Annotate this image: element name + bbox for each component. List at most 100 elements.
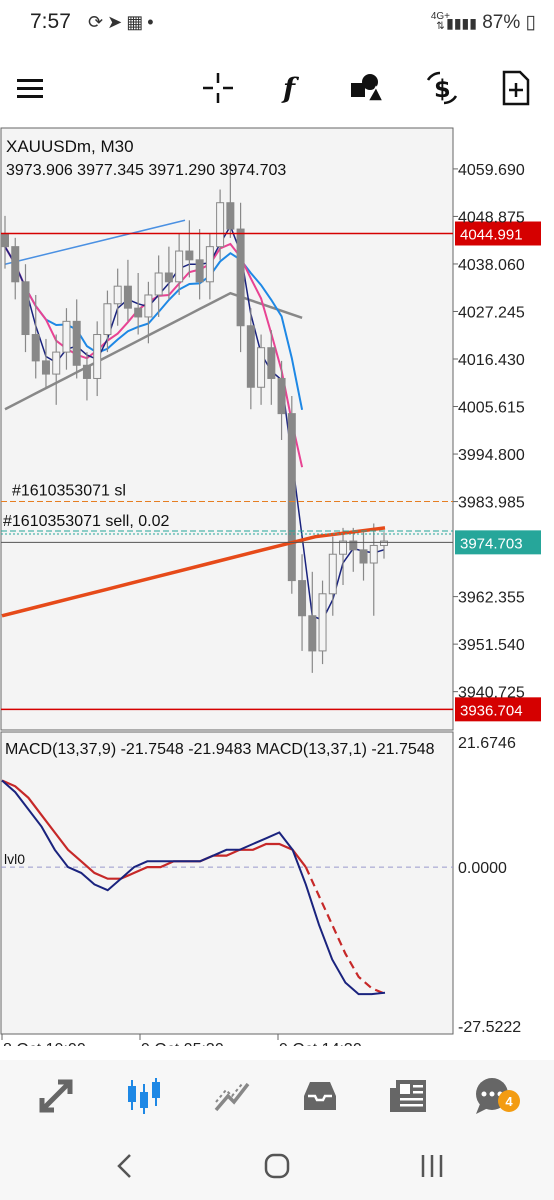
dot-icon: •: [147, 12, 158, 32]
bear-candle: [1, 232, 9, 248]
sl-label: #1610353071 sl: [12, 483, 126, 500]
nav-news[interactable]: [378, 1070, 438, 1122]
menu-button[interactable]: [2, 56, 58, 120]
new-order-icon: [502, 70, 530, 106]
bull-candle: [257, 347, 266, 388]
bull-candle: [318, 593, 327, 652]
bear-candle: [72, 320, 81, 366]
price-tag: [455, 697, 541, 722]
status-time: 7:57: [30, 10, 71, 33]
ma-medium-line: [4, 246, 304, 410]
menu-icon: [17, 79, 43, 98]
bear-candle: [31, 334, 40, 362]
chart-toolbar: f $: [0, 56, 554, 120]
calendar-icon: ▦: [126, 12, 148, 32]
y-tick-label: 4038.060: [458, 257, 525, 274]
y-tick-label: 3962.355: [458, 590, 525, 607]
bull-candle: [52, 351, 61, 375]
bull-candle: [113, 285, 122, 305]
recents-button[interactable]: [402, 1146, 462, 1186]
network-indicator: 4G+ ⇅: [430, 11, 450, 32]
telegram-icon: ➤: [107, 12, 127, 32]
recents-icon: [421, 1155, 443, 1177]
bear-candle: [134, 307, 143, 318]
bear-candle: [277, 377, 286, 415]
status-notification-icons: ⟳➤▦•: [88, 12, 158, 33]
new-order-button[interactable]: [488, 56, 544, 120]
y-tick-label: 3951.540: [458, 637, 525, 654]
crosshair-button[interactable]: [190, 56, 246, 120]
trade-button[interactable]: $: [414, 56, 470, 120]
bear-candle: [298, 580, 307, 617]
price-tag-label: 3974.703: [460, 535, 523, 552]
status-bar: 7:57 ⟳➤▦• 4G+ ⇅ ▮▮▮▮ 87% ▯: [0, 0, 554, 44]
bull-candle: [175, 250, 184, 283]
bull-candle: [144, 294, 153, 318]
chart-canvas[interactable]: 4044.991 3974.703 3936.704 #1610353071 sl #1…: [0, 126, 554, 1046]
trade-icon: $: [426, 71, 458, 105]
bear-candle: [164, 272, 173, 283]
bear-candle: [236, 228, 245, 327]
nav-trade[interactable]: [202, 1070, 262, 1122]
bear-candle: [226, 202, 235, 230]
bull-candle: [205, 246, 214, 283]
bear-candle: [246, 325, 255, 388]
x-tick-label: 9 Oct 05:30: [141, 1041, 224, 1046]
price-tag: [455, 221, 541, 246]
function-icon: f: [281, 72, 300, 105]
y-tick-label: 3983.985: [458, 495, 525, 512]
objects-button[interactable]: [338, 56, 394, 120]
y-tick-label: 4016.430: [458, 352, 525, 369]
bear-candle: [11, 246, 20, 283]
y-tick-label: 3940.725: [458, 685, 525, 702]
ma-fast-pink-line: [4, 242, 304, 468]
price-tag-label: 3936.704: [460, 702, 523, 719]
macd-label: MACD(13,37,9) -21.7548 -21.9483 MACD(13,…: [5, 741, 435, 758]
nav-chart[interactable]: [114, 1070, 174, 1122]
nav-messages[interactable]: 4: [462, 1070, 522, 1122]
y-tick-label: 3994.800: [458, 447, 525, 464]
macd-signal-line: [1, 779, 307, 880]
bull-candle: [154, 272, 163, 296]
system-navigation: [0, 1132, 554, 1200]
nav-history[interactable]: [290, 1070, 350, 1122]
home-button[interactable]: [247, 1146, 307, 1186]
news-icon: [390, 1080, 426, 1112]
status-battery: ▮▮▮▮ 87% ▯: [446, 12, 536, 33]
y-tick-label: 4048.875: [458, 209, 525, 226]
y-tick-label: 4059.690: [458, 162, 525, 179]
x-tick-label: 9 Oct 14:30: [279, 1041, 362, 1046]
ma-slow-line: [4, 291, 303, 411]
back-button[interactable]: [94, 1146, 154, 1186]
bear-candle: [349, 540, 358, 551]
bull-candle: [369, 544, 378, 564]
bear-candle: [185, 250, 194, 261]
bear-candle: [195, 259, 204, 283]
bear-candle: [359, 549, 368, 564]
ma-long-line: [1, 526, 386, 618]
bull-candle: [380, 540, 388, 546]
macd-y-tick-label: -27.5222: [458, 1019, 521, 1036]
home-icon: [264, 1153, 290, 1179]
sync-icon: ⟳: [88, 12, 108, 32]
macd-y-tick-label: 0.0000: [458, 860, 507, 877]
price-tag-label: 4044.991: [460, 226, 523, 243]
bull-candle: [216, 202, 225, 248]
indicators-button[interactable]: f: [264, 56, 320, 120]
trend-line: [4, 219, 186, 265]
y-tick-label: 4027.245: [458, 304, 525, 321]
svg-text:$: $: [434, 75, 451, 103]
history-icon: [304, 1082, 336, 1110]
bear-candle: [308, 615, 317, 652]
chart-icon: [128, 1078, 160, 1114]
bear-candle: [82, 364, 91, 379]
bull-candle: [339, 540, 348, 555]
nav-quotes[interactable]: [26, 1070, 86, 1122]
quotes-icon: [39, 1079, 73, 1113]
svg-text:f: f: [281, 72, 300, 105]
y-tick-label: 4005.615: [458, 400, 525, 417]
sell-label: #1610353071 sell, 0.02: [3, 513, 169, 530]
chart-area[interactable]: 4044.991 3974.703 3936.704 #1610353071 sl #1…: [0, 126, 554, 1046]
back-icon: [117, 1154, 131, 1178]
symbol-label: XAUUSDm, M30: [6, 137, 134, 156]
